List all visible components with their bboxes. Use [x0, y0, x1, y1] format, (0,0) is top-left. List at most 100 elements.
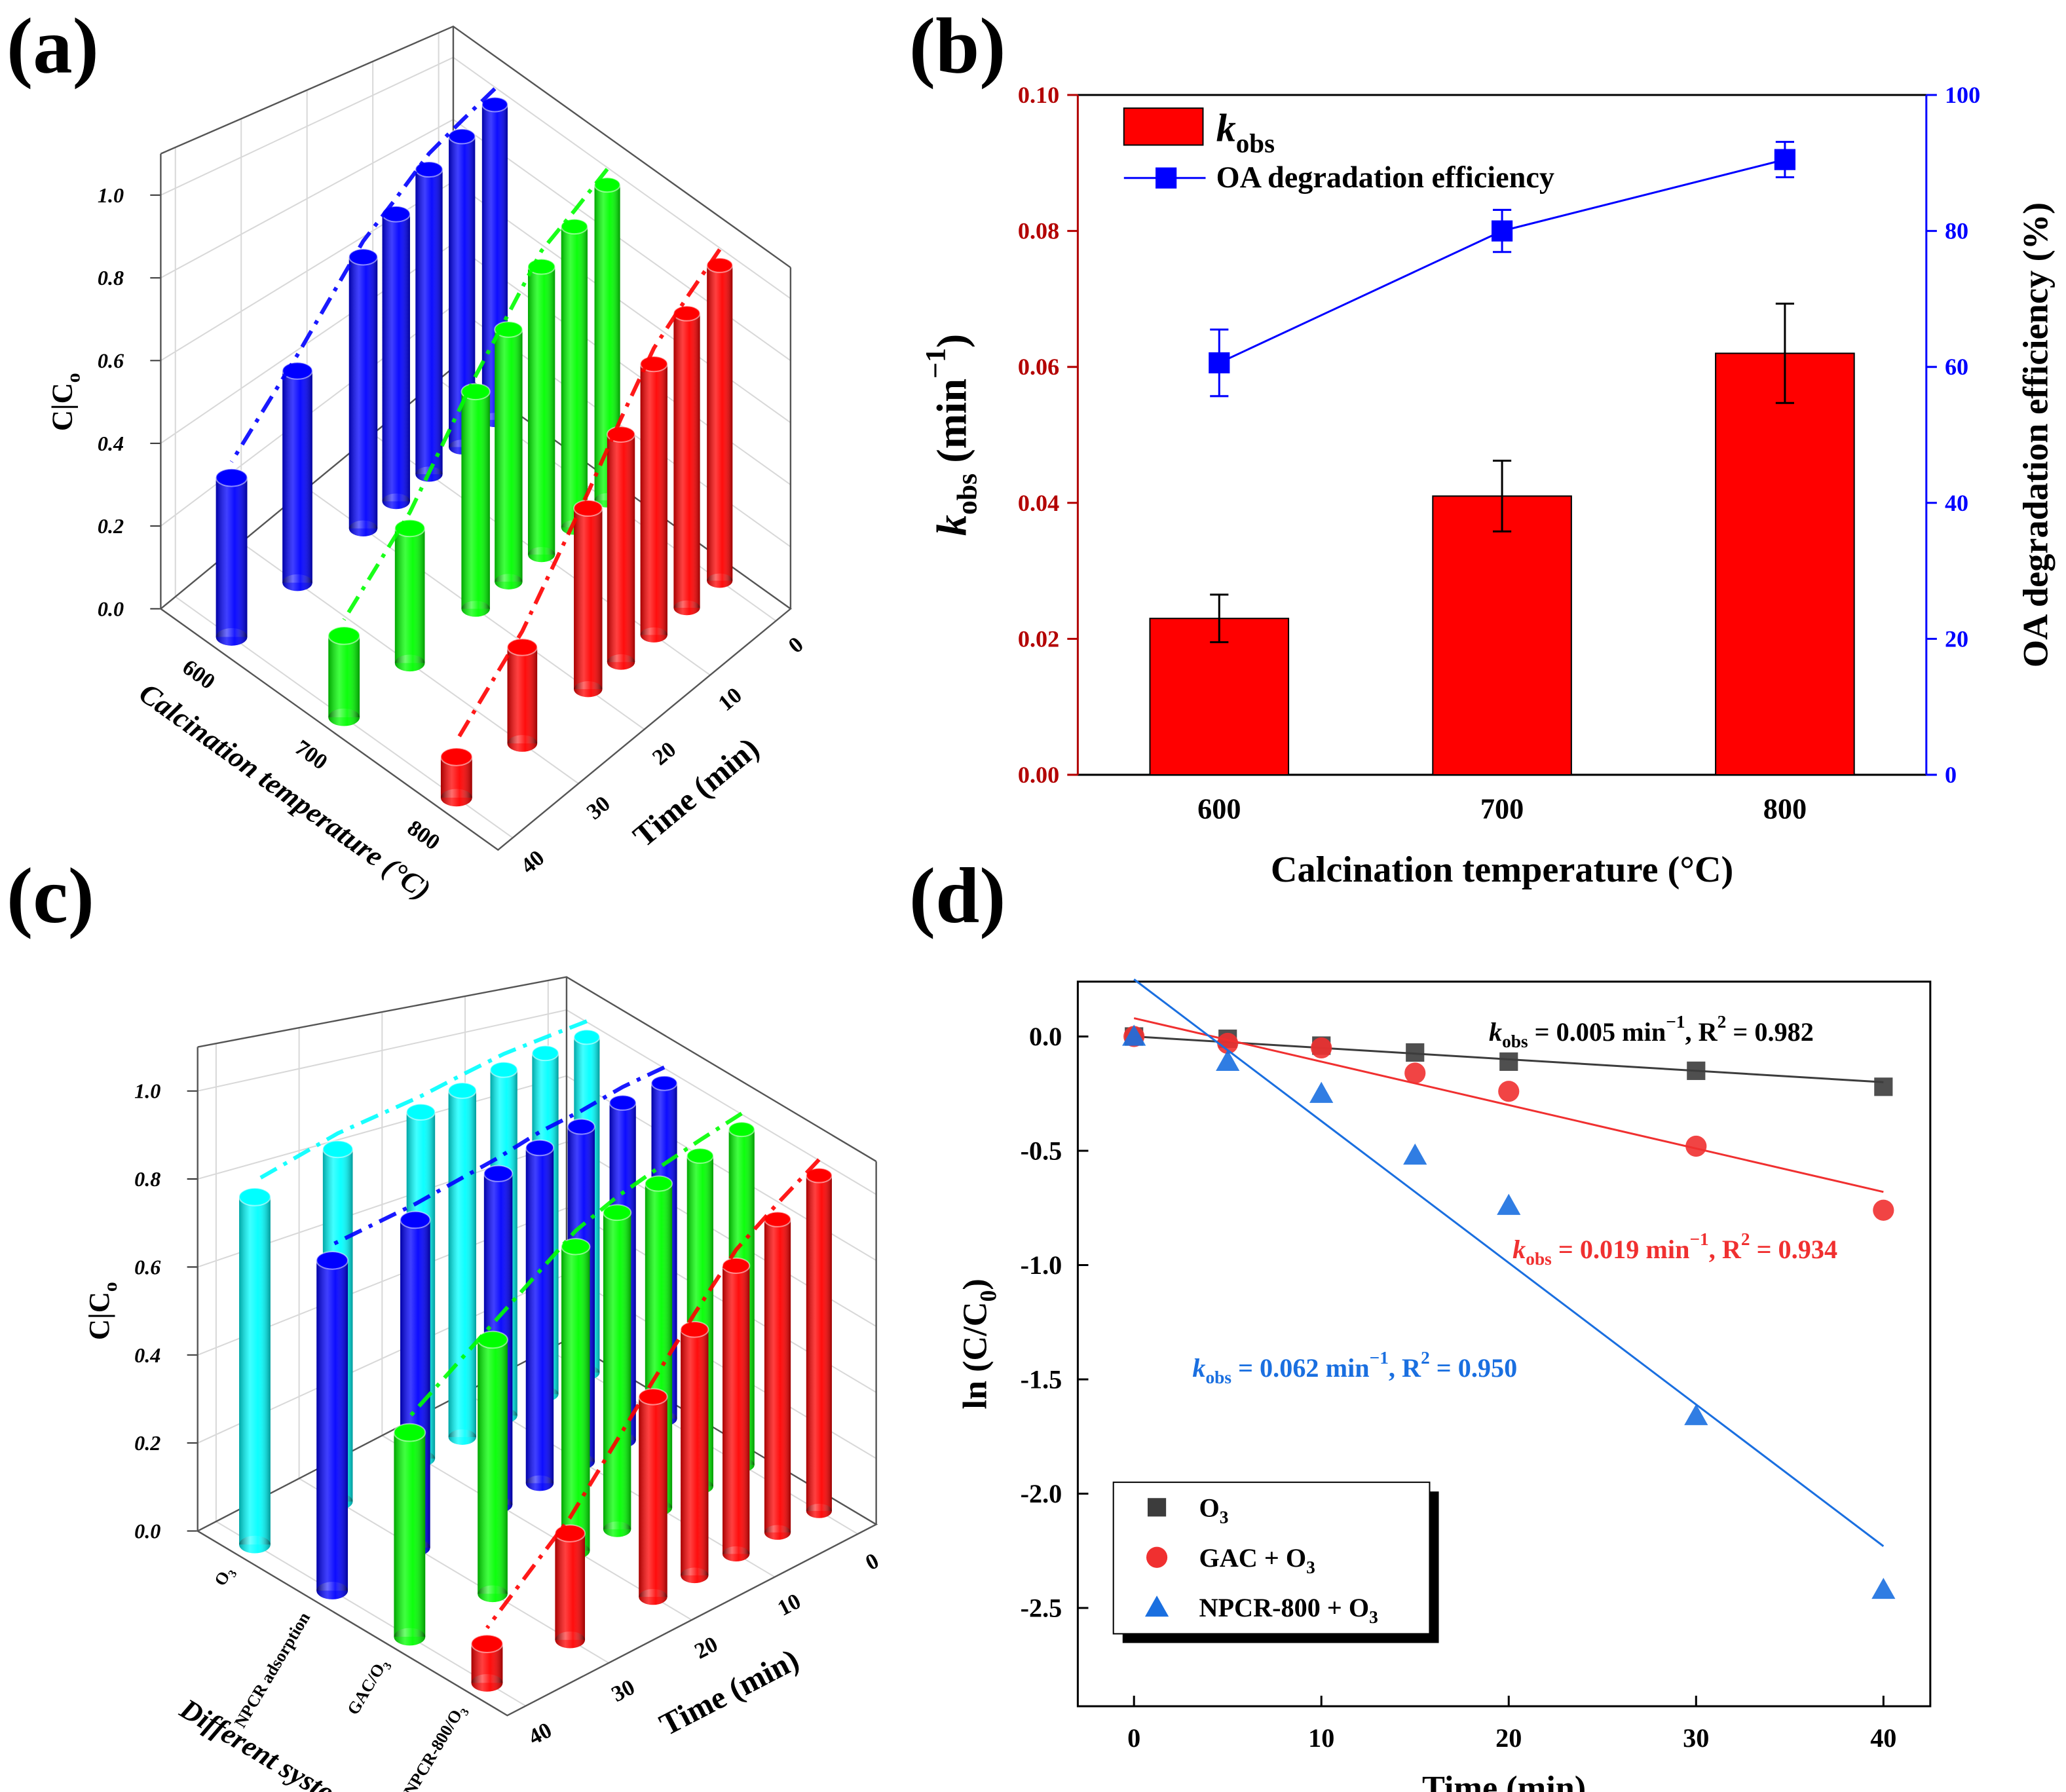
- text-part: O: [1199, 1493, 1219, 1522]
- axis-title: Time (min): [627, 731, 766, 854]
- y-tick-label: 0.0: [134, 1520, 160, 1543]
- text-part: k: [1216, 106, 1236, 150]
- panel-label: (c): [7, 852, 94, 940]
- trend-line: [254, 1019, 588, 1183]
- bar-shade: [328, 635, 360, 718]
- marker: [1497, 1193, 1521, 1215]
- bar-shade: [607, 654, 635, 670]
- x-tick-label: 20: [691, 1632, 722, 1664]
- trend-line: [331, 1065, 666, 1246]
- series-label: GAC/O3: [343, 1655, 394, 1720]
- bar-shade: [707, 265, 733, 581]
- bar-shade: [495, 329, 523, 582]
- marker: [1146, 1546, 1168, 1568]
- bar-top: [609, 1094, 637, 1111]
- y-tick-label: -2.0: [1021, 1479, 1062, 1508]
- axis-title: C|Co: [83, 1282, 121, 1340]
- y-tick-label: -1.0: [1021, 1250, 1062, 1280]
- x-tick-label: 20: [1495, 1723, 1522, 1753]
- bar-shade: [640, 627, 667, 643]
- y-tick-label: 0.4: [134, 1343, 160, 1367]
- bar-top: [448, 128, 476, 145]
- marker: [1774, 149, 1795, 170]
- series-label: NPCR adsorption: [231, 1609, 314, 1731]
- bar-top: [686, 1148, 714, 1164]
- y-tick-label: 0.04: [1018, 490, 1059, 516]
- marker: [1209, 352, 1230, 374]
- bar-shade: [478, 1585, 508, 1603]
- bar-shade: [348, 257, 378, 529]
- bar-top: [602, 1204, 632, 1222]
- bar-top: [348, 248, 379, 266]
- bar-shade: [525, 1148, 554, 1484]
- y-tick-label: 0.6: [134, 1255, 161, 1279]
- marker: [1403, 1143, 1427, 1165]
- x-tick-label: 20: [648, 737, 681, 770]
- marker: [1309, 1081, 1334, 1103]
- bar-shade: [282, 371, 312, 583]
- bar-shade: [681, 1567, 709, 1584]
- panel-label: (a): [7, 3, 99, 90]
- x-tick-label: 40: [1870, 1723, 1896, 1753]
- text-part: , R: [1685, 1017, 1718, 1047]
- bar-top: [400, 1210, 431, 1229]
- text-part: 3: [1306, 1558, 1315, 1577]
- bar-top: [763, 1211, 792, 1227]
- text-part: o: [62, 373, 85, 383]
- y-tick-label: 0.02: [1018, 625, 1059, 652]
- bar-top: [393, 1423, 426, 1442]
- x-tick-label: 700: [1480, 793, 1524, 825]
- y-tick-label: 0.10: [1018, 82, 1059, 108]
- legend-swatch: [1155, 167, 1177, 189]
- text-part: NPCR-800 + O: [1199, 1593, 1369, 1622]
- text-part: obs: [1236, 128, 1275, 158]
- text-part: , R: [1389, 1353, 1421, 1383]
- panel-label: (b): [909, 3, 1005, 90]
- bar-top: [477, 1330, 508, 1349]
- x-tick-label: 0: [862, 1549, 883, 1576]
- text-part: NPCR-800/O: [400, 1706, 466, 1792]
- x-tick-label: 0: [784, 632, 808, 658]
- y-tick-label: -0.5: [1021, 1136, 1062, 1166]
- text-part: obs: [1502, 1032, 1528, 1051]
- bar-top: [644, 1175, 673, 1192]
- text-part: obs: [1205, 1368, 1231, 1387]
- box-edge: [160, 25, 791, 269]
- text-part: 2: [1718, 1012, 1727, 1032]
- text-part: = 0.934: [1750, 1235, 1838, 1264]
- axis-title: Time (min): [654, 1642, 805, 1742]
- x-axis-title: Time (min): [1422, 1769, 1586, 1792]
- marker: [1687, 1061, 1706, 1080]
- bar-top: [440, 747, 473, 766]
- bar-top: [593, 177, 621, 193]
- bar-shade: [316, 1582, 348, 1599]
- text-part: k: [1192, 1353, 1205, 1383]
- y2-tick-label: 100: [1945, 82, 1980, 108]
- bar-shade: [640, 364, 667, 635]
- annotation: kobs = 0.019 min−1, R2 = 0.934: [1512, 1229, 1837, 1269]
- bar-shade: [603, 1212, 631, 1529]
- bar-top: [573, 499, 603, 517]
- bar-shade: [461, 391, 490, 609]
- legend-label: NPCR-800 + O3: [1199, 1593, 1378, 1628]
- y-tick-label: 1.0: [134, 1079, 160, 1103]
- trend-line: [455, 248, 722, 742]
- bar-top: [494, 321, 523, 338]
- bar-top: [238, 1187, 271, 1206]
- y-tick-label: 0.06: [1018, 354, 1059, 380]
- y-tick-label: 0.0: [98, 597, 124, 620]
- series-label: 600: [178, 655, 219, 694]
- bar-shade: [527, 267, 555, 555]
- bar-top: [650, 1075, 678, 1091]
- x-tick-label: 800: [1763, 793, 1807, 825]
- text-part: = 0.950: [1430, 1353, 1518, 1383]
- marker: [1311, 1037, 1332, 1059]
- text-part: obs: [951, 474, 983, 515]
- bar: [1715, 352, 1855, 775]
- marker: [1147, 1498, 1167, 1517]
- marker: [1873, 1199, 1894, 1221]
- text-part: = 0.982: [1726, 1017, 1814, 1047]
- text-part: = 0.019 min: [1552, 1235, 1690, 1264]
- x-tick-label: 10: [774, 1589, 804, 1621]
- x-tick-label: 30: [608, 1675, 639, 1708]
